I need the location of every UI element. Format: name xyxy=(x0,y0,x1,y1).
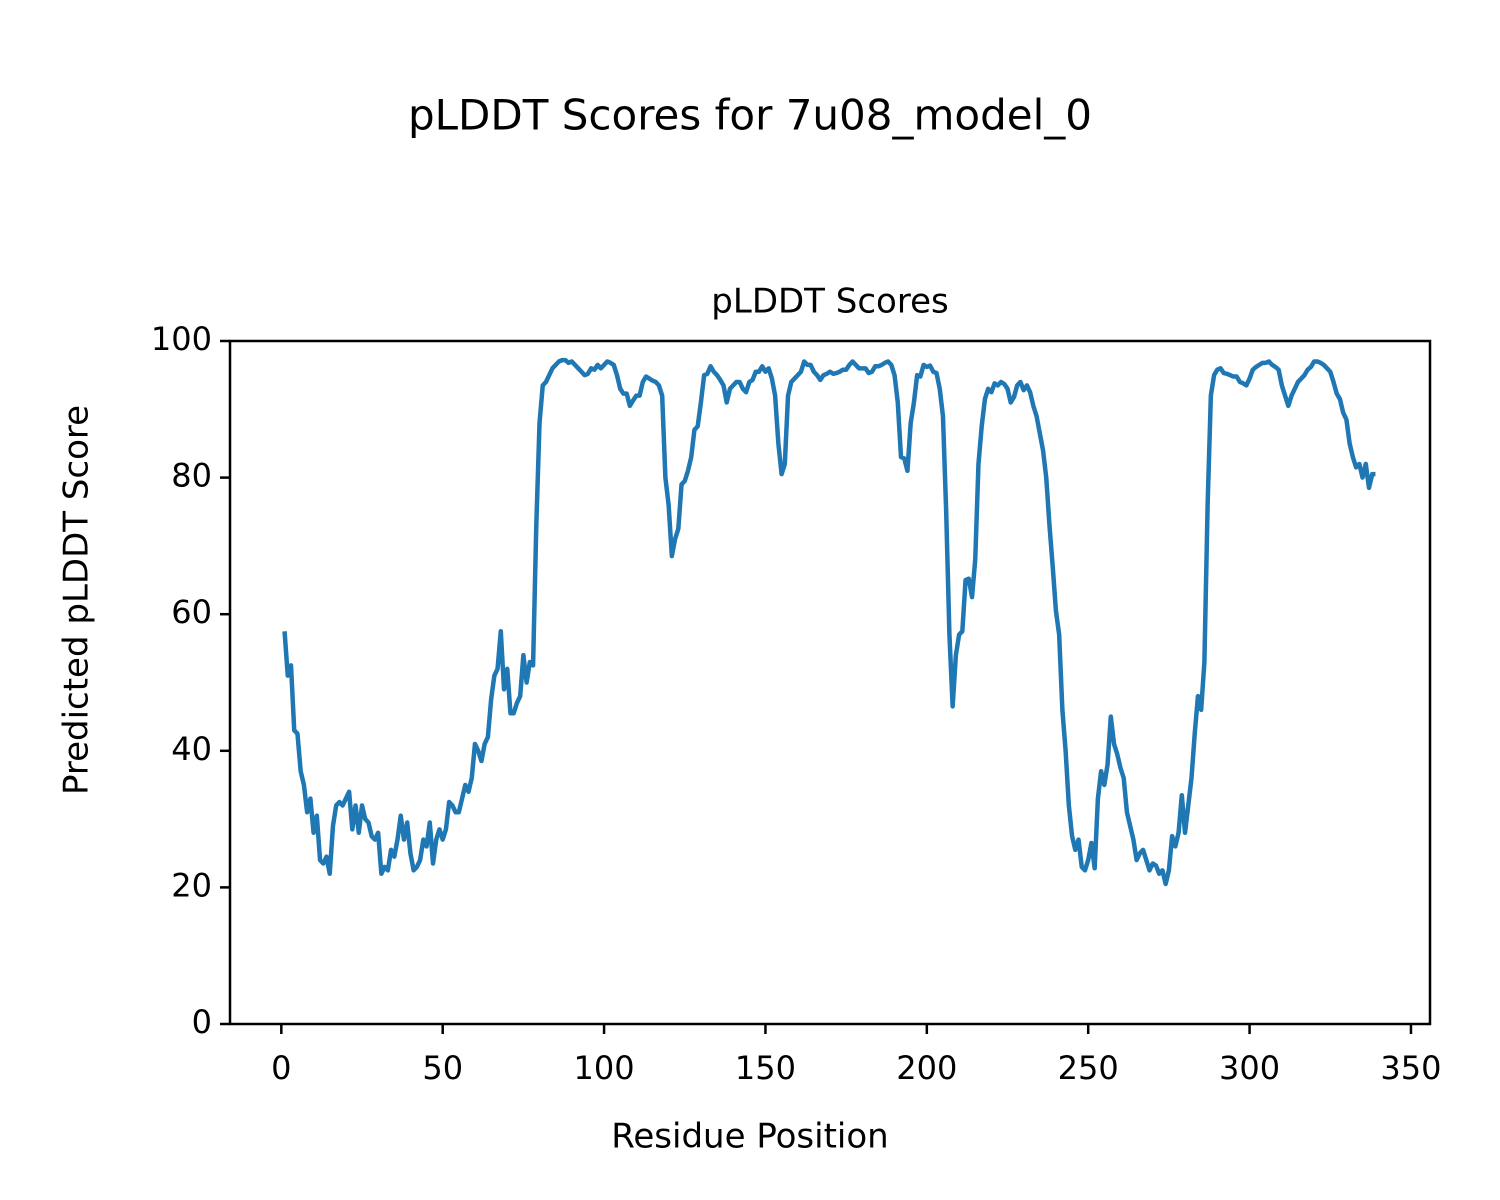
x-tick-label: 250 xyxy=(1058,1049,1119,1087)
x-tick-label: 300 xyxy=(1219,1049,1280,1087)
y-tick-label: 40 xyxy=(171,730,212,768)
axes-title: pLDDT Scores xyxy=(711,282,948,322)
axes-frame xyxy=(228,339,1432,1026)
y-tick-label: 80 xyxy=(171,457,212,495)
y-tick-label: 0 xyxy=(192,1003,212,1041)
line-series xyxy=(282,357,1376,887)
x-tick-label: 50 xyxy=(422,1049,463,1087)
x-tick-label: 150 xyxy=(735,1049,796,1087)
x-tick-label: 0 xyxy=(271,1049,291,1087)
y-axis-label: Predicted pLDDT Score xyxy=(57,405,97,795)
x-tick-label: 350 xyxy=(1380,1049,1441,1087)
x-tick-label: 200 xyxy=(896,1049,957,1087)
x-axis-label: Residue Position xyxy=(611,1117,888,1157)
y-tick-label: 100 xyxy=(151,320,212,358)
y-tick-label: 20 xyxy=(171,866,212,904)
x-tick-label: 100 xyxy=(574,1049,635,1087)
figure-title: pLDDT Scores for 7u08_model_0 xyxy=(408,91,1092,140)
plot-area xyxy=(282,357,1376,887)
y-tick-label: 60 xyxy=(171,593,212,631)
